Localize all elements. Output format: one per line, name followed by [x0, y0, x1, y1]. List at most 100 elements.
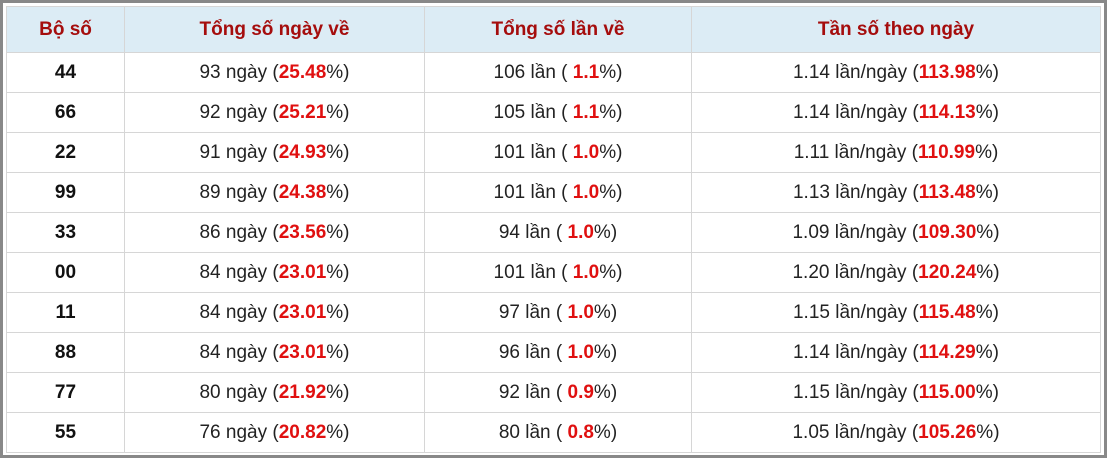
stats-table: Bộ số Tổng số ngày về Tổng số lần về Tần số…	[6, 6, 1101, 453]
stat-cell: 89 ngày (24.38%)	[124, 172, 425, 213]
stat-percent: 24.93	[278, 141, 327, 163]
stat-text: 80 lần (	[498, 421, 568, 443]
stat-percent: 110.99	[917, 141, 976, 163]
table-row: 55 76 ngày (20.82%) 80 lần ( 0.8%) 1.05 lần…	[6, 412, 1101, 453]
stat-cell: 105 lần ( 1.1%)	[424, 92, 692, 133]
stat-percent: 115.48	[918, 301, 976, 323]
stat-text: %)	[326, 221, 350, 243]
stat-percent: 23.01	[278, 341, 327, 363]
stat-percent: 114.13	[918, 101, 976, 123]
stat-percent: 25.21	[278, 101, 327, 123]
stat-text: %)	[326, 141, 350, 163]
stat-cell: 101 lần ( 1.0%)	[424, 172, 692, 213]
stat-percent: 23.01	[278, 301, 327, 323]
stat-text: 105 lần (	[493, 101, 573, 123]
stat-cell: 84 ngày (23.01%)	[124, 332, 425, 373]
stat-cell: 96 lần ( 1.0%)	[424, 332, 692, 373]
table-row: 22 91 ngày (24.93%) 101 lần ( 1.0%) 1.11 lầ…	[6, 132, 1101, 173]
stat-percent: 1.1	[572, 101, 600, 123]
stat-text: %)	[975, 101, 999, 123]
table-row: 88 84 ngày (23.01%) 96 lần ( 1.0%) 1.14 lần…	[6, 332, 1101, 373]
stat-text: 1.15 lần/ngày (	[792, 301, 919, 323]
stat-cell: 93 ngày (25.48%)	[124, 52, 425, 93]
number-cell: 88	[6, 332, 125, 373]
stat-cell: 1.14 lần/ngày (114.29%)	[691, 332, 1101, 373]
stat-percent: 1.0	[572, 181, 600, 203]
stat-text: 101 lần (	[493, 181, 573, 203]
stat-text: %)	[326, 261, 350, 283]
stat-text: 101 lần (	[493, 141, 573, 163]
stat-cell: 84 ngày (23.01%)	[124, 252, 425, 293]
stat-text: %)	[599, 101, 623, 123]
table-row: 44 93 ngày (25.48%) 106 lần ( 1.1%) 1.14 lầ…	[6, 52, 1101, 93]
stat-text: %)	[593, 301, 618, 323]
stat-text: %)	[975, 381, 999, 403]
stat-text: %)	[326, 421, 350, 443]
stat-percent: 0.8	[567, 421, 594, 443]
stat-text: 1.11 lần/ngày (	[793, 141, 918, 163]
stat-text: 1.05 lần/ngày (	[792, 421, 919, 443]
table-row: 66 92 ngày (25.21%) 105 lần ( 1.1%) 1.14 lầ…	[6, 92, 1101, 133]
stat-cell: 86 ngày (23.56%)	[124, 212, 425, 253]
stat-text: 1.15 lần/ngày (	[792, 381, 919, 403]
stat-percent: 1.0	[567, 341, 594, 363]
stat-percent: 113.48	[918, 181, 976, 203]
stat-text: %)	[593, 221, 618, 243]
stat-cell: 106 lần ( 1.1%)	[424, 52, 692, 93]
header-cell: Tần số theo ngày	[691, 6, 1101, 53]
stat-cell: 94 lần ( 1.0%)	[424, 212, 692, 253]
stat-text: %)	[326, 61, 350, 83]
stat-text: %)	[976, 221, 1000, 243]
stat-text: 1.14 lần/ngày (	[792, 101, 919, 123]
table-row: 99 89 ngày (24.38%) 101 lần ( 1.0%) 1.13 lầ…	[6, 172, 1101, 213]
stat-cell: 1.20 lần/ngày (120.24%)	[691, 252, 1101, 293]
stat-percent: 120.24	[918, 261, 977, 283]
table-row: 11 84 ngày (23.01%) 97 lần ( 1.0%) 1.15 lần…	[6, 292, 1101, 333]
stat-percent: 1.0	[567, 221, 594, 243]
stat-cell: 1.05 lần/ngày (105.26%)	[691, 412, 1101, 453]
table-row: 33 86 ngày (23.56%) 94 lần ( 1.0%) 1.09 lần…	[6, 212, 1101, 253]
number-cell: 66	[6, 92, 125, 133]
stat-text: 1.09 lần/ngày (	[792, 221, 919, 243]
stat-text: %)	[326, 181, 350, 203]
stat-text: %)	[975, 341, 999, 363]
stat-text: 92 lần (	[498, 381, 568, 403]
stat-text: %)	[975, 141, 999, 163]
stat-percent: 21.92	[278, 381, 327, 403]
stat-text: %)	[326, 341, 350, 363]
stat-text: 89 ngày (	[199, 181, 279, 203]
stat-text: 106 lần (	[493, 61, 573, 83]
stat-percent: 1.1	[572, 61, 600, 83]
stat-text: 1.20 lần/ngày (	[792, 261, 919, 283]
stat-cell: 1.09 lần/ngày (109.30%)	[691, 212, 1101, 253]
stat-percent: 109.30	[918, 221, 977, 243]
stat-text: %)	[599, 261, 623, 283]
stat-text: %)	[599, 141, 623, 163]
stat-text: 93 ngày (	[199, 61, 279, 83]
number-cell: 55	[6, 412, 125, 453]
stat-text: %)	[975, 301, 999, 323]
stat-percent: 20.82	[278, 421, 327, 443]
stat-cell: 1.13 lần/ngày (113.48%)	[691, 172, 1101, 213]
stat-text: 101 lần (	[493, 261, 573, 283]
stat-cell: 1.14 lần/ngày (114.13%)	[691, 92, 1101, 133]
stat-text: 1.14 lần/ngày (	[792, 341, 919, 363]
stat-text: %)	[593, 421, 618, 443]
stat-text: 86 ngày (	[199, 221, 279, 243]
stat-cell: 76 ngày (20.82%)	[124, 412, 425, 453]
stat-text: %)	[599, 181, 623, 203]
stat-cell: 1.15 lần/ngày (115.00%)	[691, 372, 1101, 413]
header-cell: Bộ số	[6, 6, 125, 53]
stat-text: %)	[326, 381, 350, 403]
stat-text: %)	[975, 181, 999, 203]
stat-text: %)	[976, 421, 1000, 443]
table-body: 44 93 ngày (25.48%) 106 lần ( 1.1%) 1.14 lầ…	[6, 52, 1101, 453]
stat-percent: 113.98	[918, 61, 976, 83]
number-cell: 22	[6, 132, 125, 173]
stat-text: %)	[975, 61, 999, 83]
stat-percent: 23.01	[278, 261, 327, 283]
stat-cell: 84 ngày (23.01%)	[124, 292, 425, 333]
stat-text: 80 ngày (	[199, 381, 279, 403]
stat-text: %)	[326, 301, 350, 323]
